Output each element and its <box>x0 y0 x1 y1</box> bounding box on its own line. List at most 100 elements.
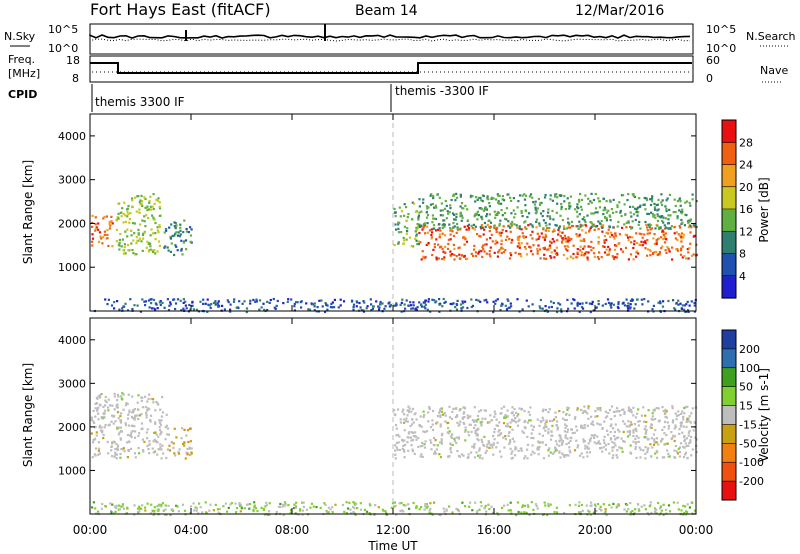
data-cell <box>331 506 334 509</box>
data-cell <box>443 207 447 210</box>
data-cell <box>221 304 224 307</box>
data-cell <box>627 409 630 412</box>
data-cell <box>395 434 398 437</box>
data-cell <box>442 258 446 261</box>
data-cell <box>644 432 647 435</box>
data-cell <box>173 452 176 455</box>
data-cell <box>187 231 190 234</box>
data-cell <box>589 221 592 224</box>
data-cell <box>431 253 434 257</box>
data-cell <box>426 308 429 311</box>
data-cell <box>105 401 108 404</box>
data-cell <box>505 308 509 311</box>
data-cell <box>120 505 123 508</box>
data-cell <box>652 409 655 412</box>
data-cell <box>521 430 524 433</box>
data-cell <box>168 444 171 447</box>
data-cell <box>123 243 126 246</box>
data-cell <box>579 454 582 457</box>
data-cell <box>623 508 626 511</box>
data-cell <box>359 502 362 505</box>
data-cell <box>407 411 411 414</box>
data-cell <box>411 431 414 434</box>
data-cell <box>426 222 429 225</box>
data-cell <box>556 511 559 514</box>
data-cell <box>612 226 615 229</box>
data-cell <box>473 445 476 448</box>
data-cell <box>152 398 155 401</box>
data-cell <box>622 420 625 423</box>
data-cell <box>432 409 435 413</box>
data-cell <box>411 438 414 441</box>
data-cell <box>416 242 419 246</box>
data-cell <box>427 242 430 245</box>
data-cell <box>627 236 630 239</box>
data-cell <box>407 432 410 435</box>
data-cell <box>478 234 481 238</box>
data-cell <box>551 452 554 455</box>
data-cell <box>142 450 145 453</box>
data-cell <box>232 300 236 303</box>
data-cell <box>576 407 579 410</box>
data-cell <box>553 451 556 454</box>
data-cell <box>481 246 484 249</box>
data-cell <box>454 416 457 419</box>
data-cell <box>611 427 615 430</box>
data-cell <box>440 202 443 205</box>
data-cell <box>607 245 610 248</box>
data-cell <box>534 208 537 211</box>
data-cell <box>491 240 494 243</box>
nave-label: Nave <box>760 64 788 77</box>
data-cell <box>443 412 446 415</box>
data-cell <box>605 211 609 214</box>
data-cell <box>630 411 633 414</box>
data-cell <box>131 199 134 202</box>
data-cell <box>97 228 100 231</box>
data-cell <box>501 195 504 198</box>
data-cell <box>653 202 656 205</box>
data-cell <box>662 238 665 241</box>
data-cell <box>577 227 580 230</box>
data-cell <box>666 246 669 249</box>
data-cell <box>645 428 648 432</box>
data-cell <box>325 510 328 513</box>
data-cell <box>638 197 641 200</box>
data-cell <box>678 209 681 212</box>
data-cell <box>513 408 516 411</box>
data-cell <box>412 307 415 310</box>
data-cell <box>432 428 435 432</box>
data-cell <box>517 420 520 423</box>
data-cell <box>98 231 102 234</box>
time-x-axis: 00:00 04:00 08:00 12:00 16:00 20:00 00:00 <box>73 114 713 537</box>
data-cell <box>490 505 493 508</box>
data-cell <box>496 512 499 515</box>
data-cell <box>672 419 675 422</box>
data-cell <box>532 244 535 247</box>
data-cell <box>98 426 101 429</box>
data-cell <box>115 404 118 407</box>
data-cell <box>444 234 447 237</box>
data-cell <box>149 195 152 198</box>
data-cell <box>574 208 577 211</box>
data-cell <box>620 214 623 218</box>
data-cell <box>176 505 179 508</box>
data-cell <box>176 234 179 237</box>
data-cell <box>627 220 630 223</box>
data-cell <box>559 434 562 437</box>
data-cell <box>509 425 512 429</box>
data-cell <box>157 240 161 243</box>
data-cell <box>393 304 396 307</box>
data-cell <box>649 426 652 429</box>
data-cell <box>524 455 527 458</box>
data-cell <box>662 216 665 219</box>
data-cell <box>134 415 137 419</box>
data-cell <box>501 198 504 201</box>
freq-label-2: [MHz] <box>8 67 40 80</box>
data-cell <box>460 219 463 222</box>
data-cell <box>678 432 681 435</box>
data-cell <box>554 411 557 414</box>
data-cell <box>589 200 592 203</box>
data-cell <box>680 249 683 252</box>
data-cell <box>525 299 528 302</box>
data-cell <box>547 208 550 211</box>
